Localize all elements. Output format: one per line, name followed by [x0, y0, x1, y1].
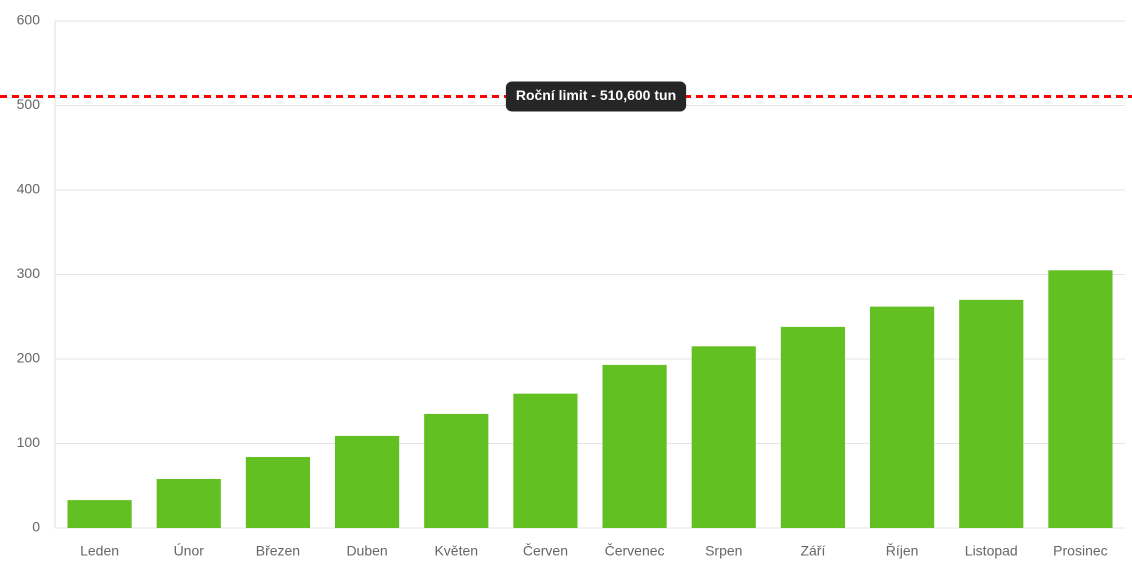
bar [602, 364, 667, 528]
x-tick-label: Květen [434, 543, 478, 559]
x-tick-label: Únor [174, 543, 205, 559]
bar [959, 299, 1024, 528]
x-tick-label: Červenec [605, 543, 665, 559]
x-tick-label: Říjen [886, 543, 919, 559]
bar [1048, 270, 1113, 528]
x-tick-label: Srpen [705, 543, 742, 559]
x-tick-label: Červen [523, 543, 568, 559]
x-tick-label: Duben [346, 543, 387, 559]
y-tick-label: 100 [17, 434, 41, 450]
x-tick-label: Prosinec [1053, 543, 1107, 559]
y-tick-label: 0 [32, 519, 40, 535]
bar [424, 413, 489, 528]
x-tick-label: Září [800, 543, 825, 559]
x-tick-label: Březen [256, 543, 300, 559]
bar [869, 306, 935, 528]
bar [513, 393, 578, 528]
y-tick-label: 400 [17, 181, 41, 197]
bar [67, 500, 132, 528]
bar [780, 326, 846, 528]
bar [156, 478, 221, 528]
bar [245, 457, 311, 528]
y-tick-label: 600 [17, 12, 41, 28]
limit-label: Roční limit - 510,600 tun [505, 81, 687, 112]
bar [334, 435, 400, 528]
limit-label-text: Roční limit - 510,600 tun [516, 87, 676, 103]
x-tick-label: Listopad [965, 543, 1018, 559]
limit-label-box [505, 81, 687, 112]
bar [691, 346, 756, 528]
y-tick-label: 300 [17, 265, 41, 281]
x-tick-label: Leden [80, 543, 119, 559]
y-tick-label: 200 [17, 350, 41, 366]
y-tick-label: 500 [17, 96, 41, 112]
